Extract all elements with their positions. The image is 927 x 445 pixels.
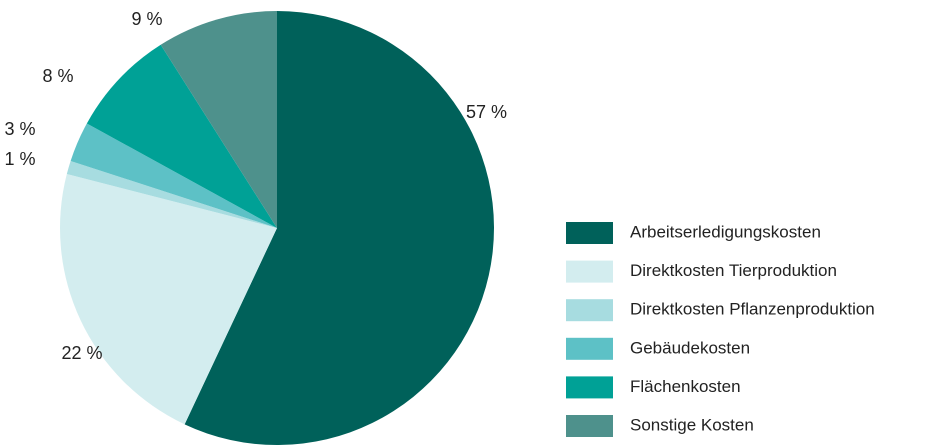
legend-swatch [566,260,613,283]
pie-slice [184,11,494,445]
legend-text: Gebäudekosten [630,338,750,357]
pie-slice [86,44,277,229]
data-label: 3 % [4,119,35,139]
legend-text: Arbeitserledigungskosten [630,222,821,241]
legend-swatch [566,337,613,360]
legend-text: Flächenkosten [630,377,741,396]
legend-swatch [566,299,613,322]
data-label: 8 % [42,66,73,86]
legend-swatch [566,415,613,437]
data-label: 9 % [131,9,162,29]
legend-text: Sonstige Kosten [630,415,754,434]
pie-slice [59,174,277,425]
data-label: 1 % [4,149,35,169]
legend-text: Direktkosten Tierproduktion [630,261,837,280]
legend-swatch [566,222,613,244]
pie-slice [160,11,277,228]
legend-text: Direktkosten Pflanzenproduktion [630,300,875,319]
legend-swatch [566,376,613,399]
pie-slice [66,160,278,228]
pie-slice [70,123,278,228]
data-label: 57 % [466,102,507,122]
data-label: 22 % [61,343,102,363]
